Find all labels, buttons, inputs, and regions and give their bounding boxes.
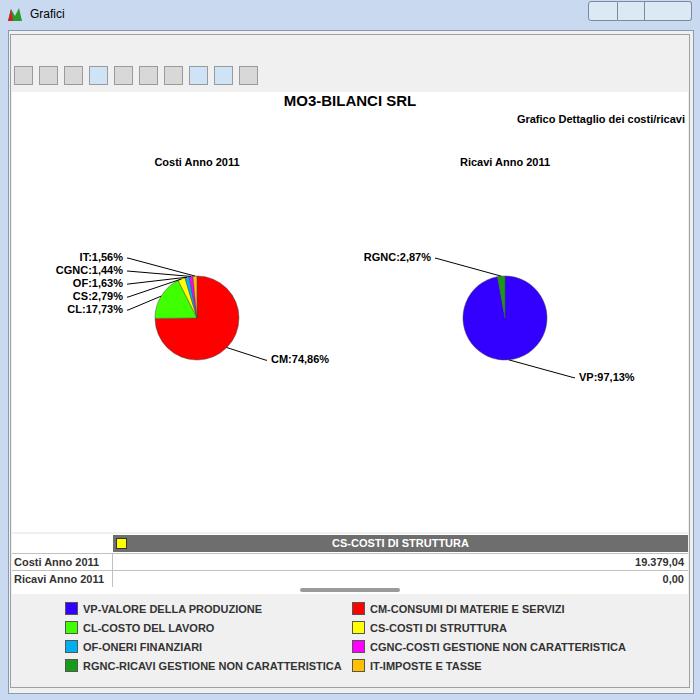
html-text:Ricavi Anno 2011: Ricavi Anno 2011 [460,156,550,168]
html-text:CM-CONSUMI DI MATERIE E SERVIZ: CM-CONSUMI DI MATERIE E SERVIZI [370,602,565,615]
svg-text:IT:1,56%: IT:1,56% [80,251,124,263]
svg-text:VP:97,13%: VP:97,13% [579,371,635,383]
html-text:19.379,04: 19.379,04 [635,556,684,568]
html-text:0,00: 0,00 [662,573,684,585]
html-text:Grafici: Grafici [30,7,65,21]
svg-text:CM:74,86%: CM:74,86% [271,353,329,365]
svg-text:CGNC:1,44%: CGNC:1,44% [56,264,123,276]
html-text:VP-VALORE DELLA PRODUZIONE: VP-VALORE DELLA PRODUZIONE [83,602,263,615]
svg-text:CL:17,73%: CL:17,73% [67,303,123,315]
html-text:CL-COSTO DEL LAVORO: CL-COSTO DEL LAVORO [83,621,215,634]
html-text:CGNC-COSTI GESTIONE NON CARATT: CGNC-COSTI GESTIONE NON CARATTERISTICA [370,640,626,653]
html-text:CS-COSTI DI STRUTTURA: CS-COSTI DI STRUTTURA [370,621,507,634]
html-text:Grafico Dettaglio dei costi/ri: Grafico Dettaglio dei costi/ricavi [516,113,685,125]
svg-text:RGNC:2,87%: RGNC:2,87% [364,251,431,263]
html-text:Costi Anno 2011: Costi Anno 2011 [14,556,100,568]
html-text:Costi Anno 2011: Costi Anno 2011 [154,156,240,168]
html-text:IT-IMPOSTE E TASSE: IT-IMPOSTE E TASSE [370,659,482,672]
html-text:RGNC-RICAVI GESTIONE NON CARAT: RGNC-RICAVI GESTIONE NON CARATTERISTICA [83,659,342,672]
svg-text:CS:2,79%: CS:2,79% [73,290,123,302]
html-text:OF-ONERI FINANZIARI: OF-ONERI FINANZIARI [83,640,203,653]
html-text:CS-COSTI DI STRUTTURA: CS-COSTI DI STRUTTURA [332,537,469,549]
html-text:MO3-BILANCI SRL: MO3-BILANCI SRL [283,92,417,109]
svg-text:OF:1,63%: OF:1,63% [73,277,123,289]
html-text:Ricavi Anno 2011: Ricavi Anno 2011 [14,573,105,585]
